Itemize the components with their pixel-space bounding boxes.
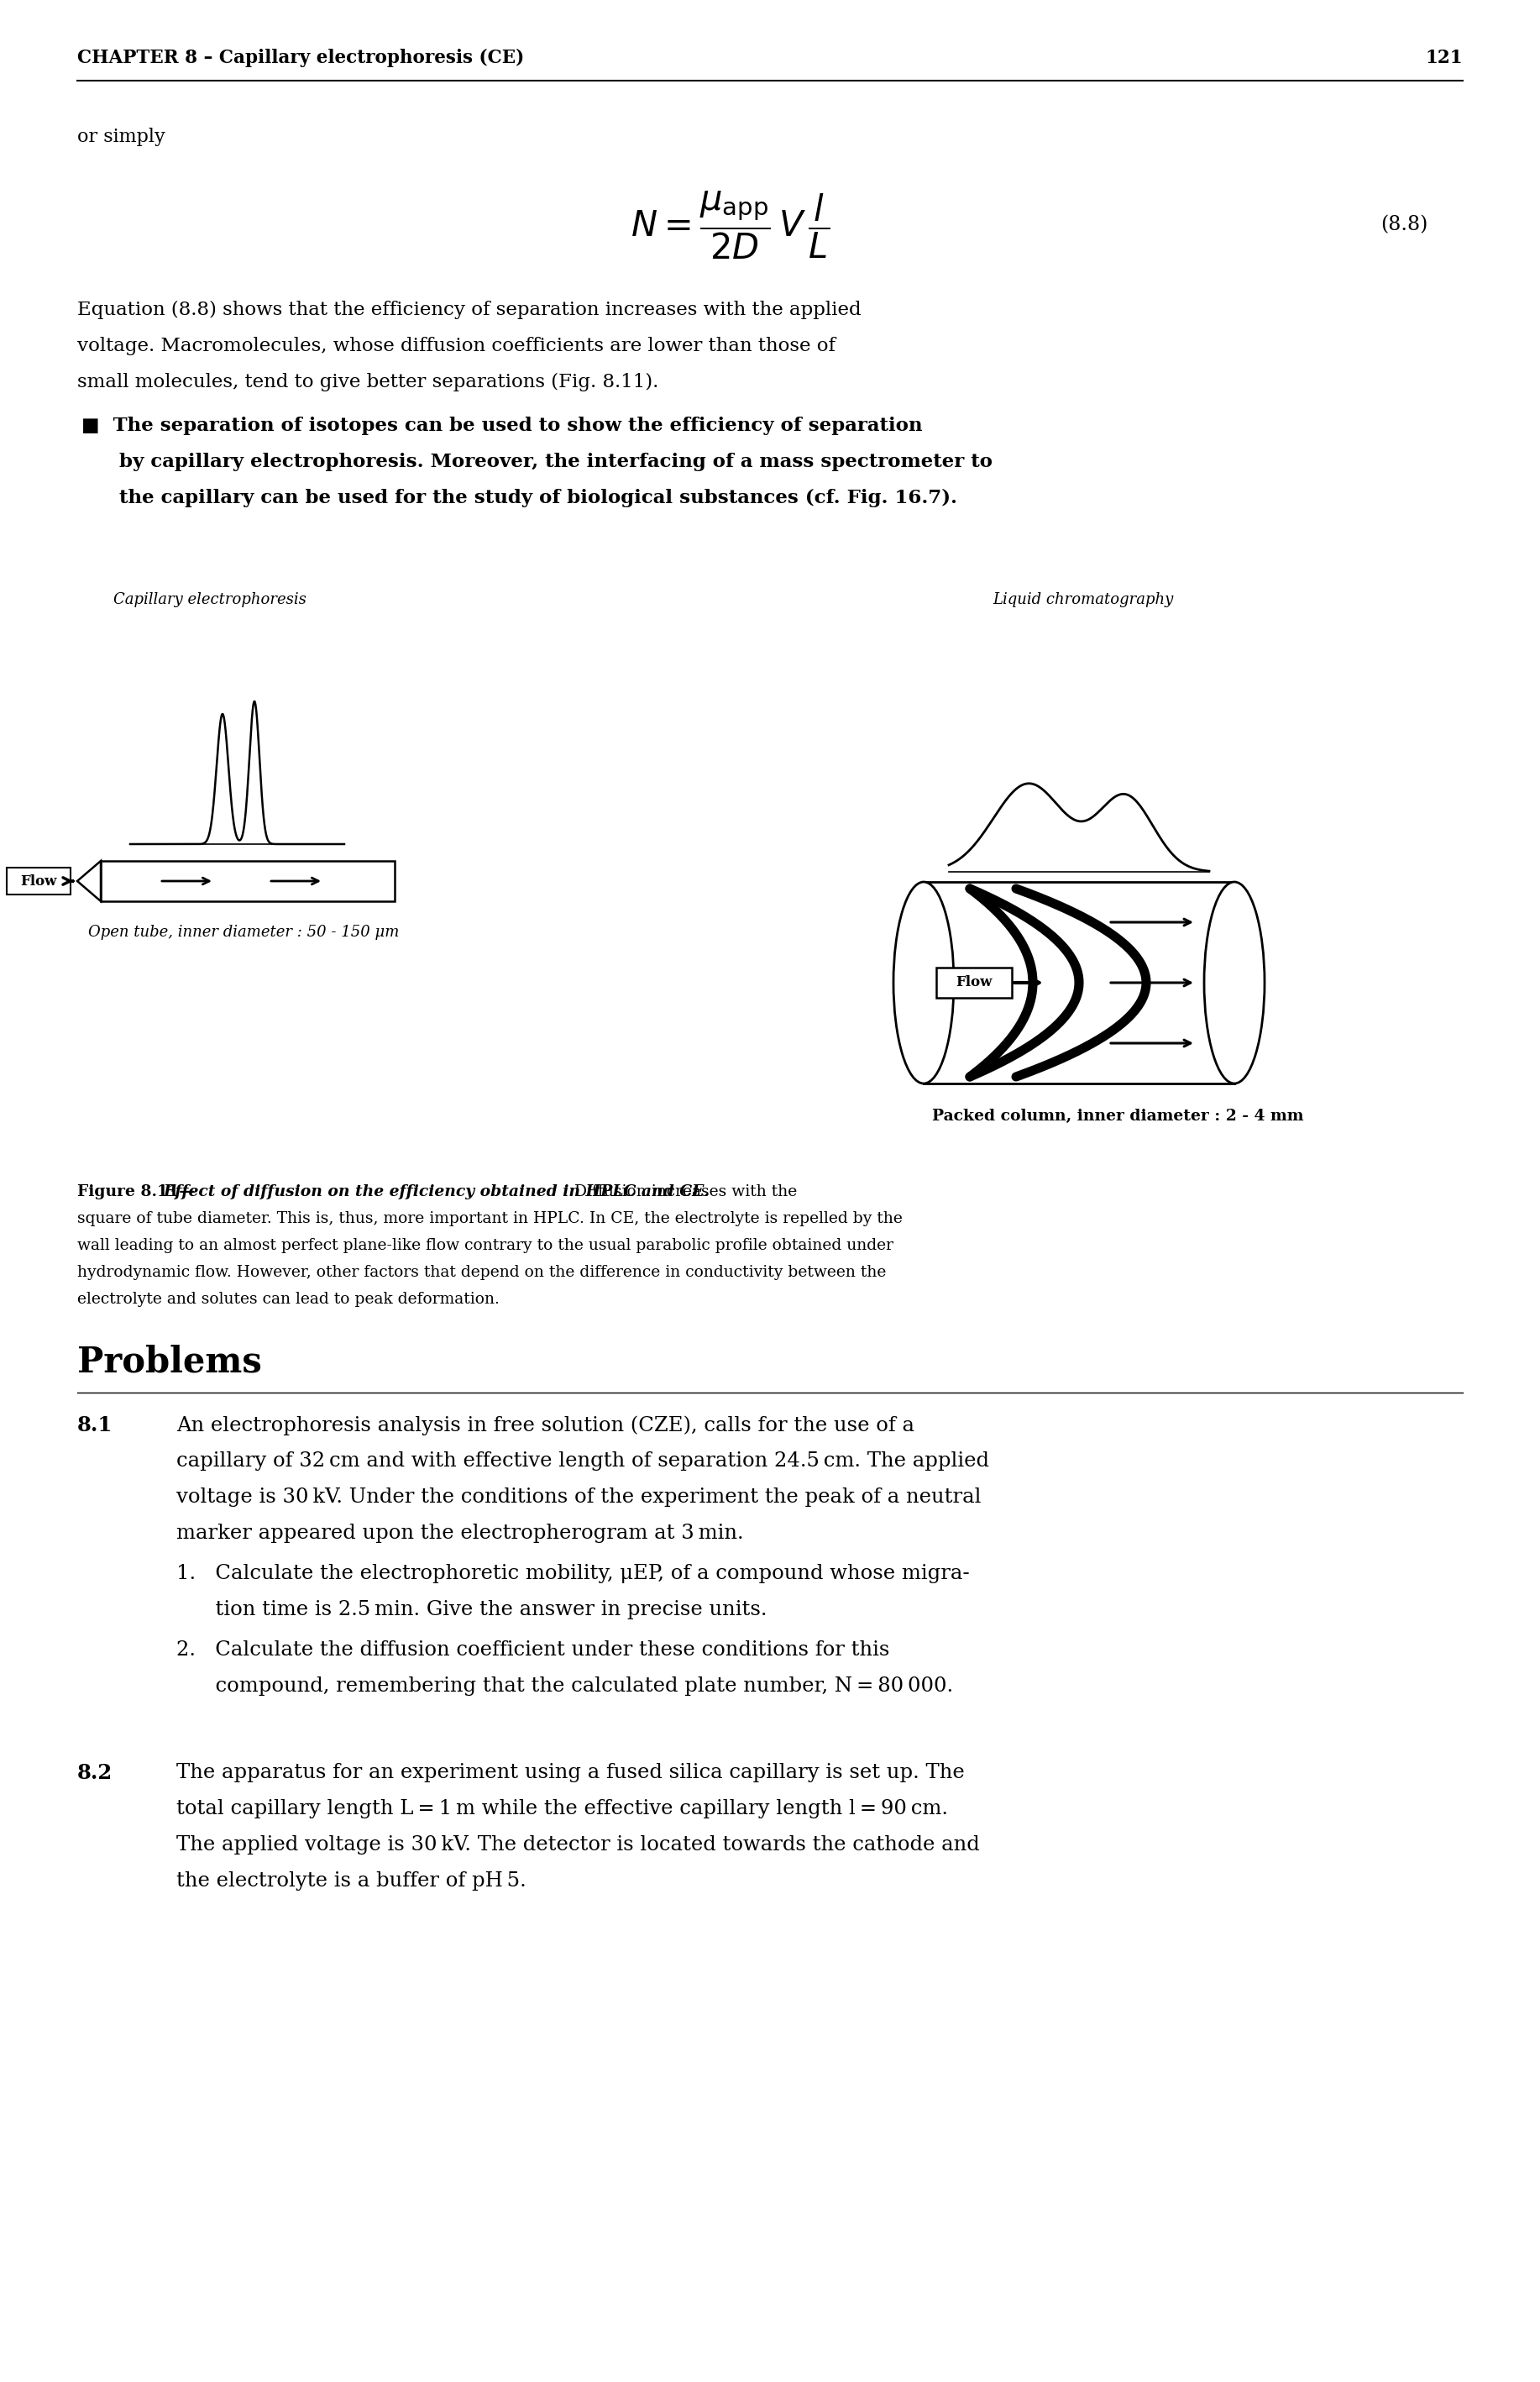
Text: An electrophoresis analysis in free solution (CZE), calls for the use of a: An electrophoresis analysis in free solu… [177, 1415, 915, 1434]
Text: by capillary electrophoresis. Moreover, the interfacing of a mass spectrometer t: by capillary electrophoresis. Moreover, … [119, 453, 992, 472]
Text: Flow: Flow [20, 874, 57, 888]
Text: ■  The separation of isotopes can be used to show the efficiency of separation: ■ The separation of isotopes can be used… [82, 417, 922, 436]
Text: CHAPTER 8 – Capillary electrophoresis (CE): CHAPTER 8 – Capillary electrophoresis (C… [77, 48, 524, 67]
Text: $N = \dfrac{\mu_{\mathrm{app}}}{2D}\,V\,\dfrac{l}{L}$: $N = \dfrac{\mu_{\mathrm{app}}}{2D}\,V\,… [631, 188, 830, 262]
Text: marker appeared upon the electropherogram at 3 min.: marker appeared upon the electropherogra… [177, 1524, 744, 1544]
Bar [100, 860, 394, 900]
Text: wall leading to an almost perfect plane-like flow contrary to the usual paraboli: wall leading to an almost perfect plane-… [77, 1239, 893, 1253]
Text: Flow: Flow [956, 977, 992, 991]
Text: electrolyte and solutes can lead to peak deformation.: electrolyte and solutes can lead to peak… [77, 1291, 499, 1308]
Text: or simply: or simply [77, 129, 165, 145]
Text: The applied voltage is 30 kV. The detector is located towards the cathode and: The applied voltage is 30 kV. The detect… [177, 1834, 979, 1856]
Text: 8.1: 8.1 [77, 1415, 112, 1436]
Text: Liquid chromatography: Liquid chromatography [993, 593, 1173, 607]
Text: Problems: Problems [77, 1343, 262, 1379]
Text: 2.   Calculate the diffusion coefficient under these conditions for this: 2. Calculate the diffusion coefficient u… [177, 1641, 890, 1660]
Text: hydrodynamic flow. However, other factors that depend on the difference in condu: hydrodynamic flow. However, other factor… [77, 1265, 885, 1279]
Text: Effect of diffusion on the efficiency obtained in HPLC and CE.: Effect of diffusion on the efficiency ob… [163, 1184, 710, 1201]
Ellipse shape [893, 881, 953, 1084]
Text: 8.2: 8.2 [77, 1763, 112, 1784]
Text: small molecules, tend to give better separations (Fig. 8.11).: small molecules, tend to give better sep… [77, 374, 659, 391]
Text: 121: 121 [1426, 48, 1463, 67]
Text: Diffusion increases with the: Diffusion increases with the [568, 1184, 796, 1201]
Bar [936, 967, 1012, 998]
Text: voltage. Macromolecules, whose diffusion coefficients are lower than those of: voltage. Macromolecules, whose diffusion… [77, 336, 836, 355]
Text: voltage is 30 kV. Under the conditions of the experiment the peak of a neutral: voltage is 30 kV. Under the conditions o… [177, 1486, 981, 1508]
Bar [924, 881, 1235, 1084]
Polygon shape [77, 860, 100, 900]
Text: Open tube, inner diameter : 50 - 150 μm: Open tube, inner diameter : 50 - 150 μm [88, 924, 399, 941]
Text: the electrolyte is a buffer of pH 5.: the electrolyte is a buffer of pH 5. [177, 1872, 527, 1891]
Text: Packed column, inner diameter : 2 - 4 mm: Packed column, inner diameter : 2 - 4 mm [932, 1108, 1304, 1124]
Text: Equation (8.8) shows that the efficiency of separation increases with the applie: Equation (8.8) shows that the efficiency… [77, 300, 861, 319]
Text: tion time is 2.5 min. Give the answer in precise units.: tion time is 2.5 min. Give the answer in… [177, 1601, 767, 1620]
Text: Capillary electrophoresis: Capillary electrophoresis [114, 593, 306, 607]
Text: 1.   Calculate the electrophoretic mobility, μEP, of a compound whose migra-: 1. Calculate the electrophoretic mobilit… [177, 1565, 970, 1584]
Text: square of tube diameter. This is, thus, more important in HPLC. In CE, the elect: square of tube diameter. This is, thus, … [77, 1210, 902, 1227]
Text: total capillary length L = 1 m while the effective capillary length l = 90 cm.: total capillary length L = 1 m while the… [177, 1798, 949, 1817]
Text: The apparatus for an experiment using a fused silica capillary is set up. The: The apparatus for an experiment using a … [177, 1763, 964, 1782]
Ellipse shape [1204, 881, 1264, 1084]
Text: Figure 8.11—: Figure 8.11— [77, 1184, 194, 1201]
Bar [6, 867, 71, 896]
Text: the capillary can be used for the study of biological substances (cf. Fig. 16.7): the capillary can be used for the study … [119, 488, 958, 507]
Text: (8.8): (8.8) [1380, 214, 1428, 236]
Text: capillary of 32 cm and with effective length of separation 24.5 cm. The applied: capillary of 32 cm and with effective le… [177, 1451, 989, 1470]
Text: compound, remembering that the calculated plate number, N = 80 000.: compound, remembering that the calculate… [177, 1677, 953, 1696]
